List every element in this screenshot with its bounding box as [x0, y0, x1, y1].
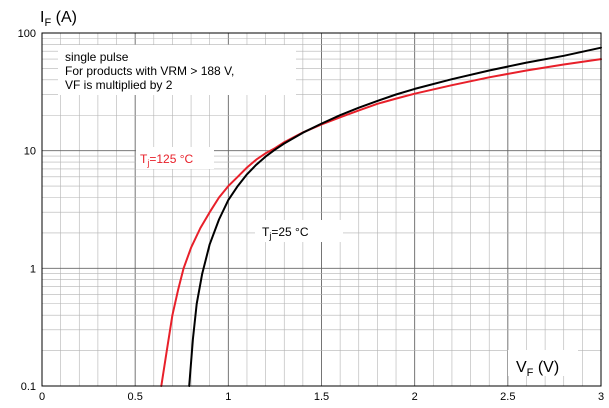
y-axis-title-main: I — [40, 9, 44, 26]
annotation-box — [58, 45, 296, 95]
y-tick-label: 1 — [30, 263, 36, 275]
tick-labels: 0 0.5 1 1.5 2 2.5 3 0.1 1 10 100 — [18, 28, 604, 403]
series-label-bg-125 — [136, 147, 214, 169]
y-axis-title-sub: F — [44, 17, 51, 29]
y-axis-title-unit: (A) — [51, 9, 77, 26]
annotation-line-1: single pulse — [65, 50, 129, 64]
x-axis-title: VF (V) — [516, 359, 559, 379]
x-axis-title-unit: (V) — [533, 359, 559, 376]
x-tick-label: 0.5 — [128, 391, 143, 403]
series-lines — [160, 46, 602, 387]
x-axis-title-sub: F — [527, 367, 534, 379]
y-axis-title: IF (A) — [40, 9, 77, 29]
annotation-line-3: VF is multiplied by 2 — [65, 78, 173, 92]
series-label-125c-main: T — [140, 152, 148, 166]
plot-frame — [41, 32, 602, 387]
series-label-125c-rest: =125 °C — [149, 152, 193, 166]
x-tick-label: 2.5 — [500, 391, 515, 403]
y-tick-label: 10 — [24, 146, 36, 158]
series-line-25c — [188, 46, 602, 387]
x-axis-title-bg — [508, 350, 578, 376]
series-label-25c-main: T — [262, 225, 270, 239]
x-tick-label: 1.5 — [314, 391, 329, 403]
x-tick-label: 1 — [225, 391, 231, 403]
series-label-bg-25 — [255, 220, 343, 242]
x-tick-label: 2 — [412, 391, 418, 403]
series-label-25c-sub: j — [268, 231, 271, 241]
annotation-line-2: For products with VRM > 188 V, — [65, 64, 234, 78]
series-label-25c-rest: =25 °C — [271, 225, 308, 239]
x-axis-title-main: V — [516, 359, 527, 376]
series-label-25c: Tj=25 °C — [262, 225, 309, 241]
series-label-125c-sub: j — [146, 158, 149, 168]
series-line-125c — [160, 58, 602, 387]
y-tick-label: 100 — [18, 28, 36, 40]
y-tick-label: 0.1 — [21, 381, 36, 393]
x-tick-label: 3 — [598, 391, 604, 403]
x-tick-label: 0 — [39, 391, 45, 403]
series-label-125c: Tj=125 °C — [140, 152, 194, 168]
